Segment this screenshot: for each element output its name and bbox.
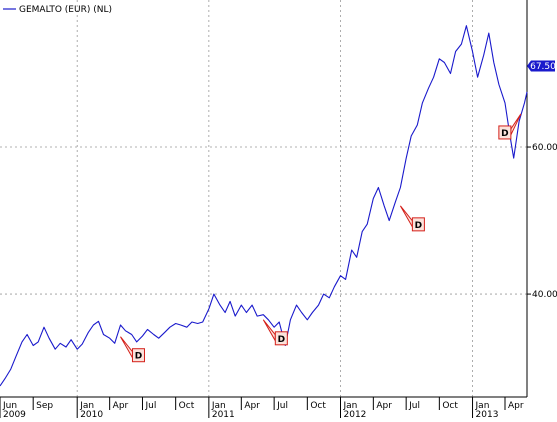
x-tick-label: Jan — [343, 401, 358, 411]
last-price-arrow — [527, 60, 555, 72]
x-tick-label: Jan — [79, 401, 94, 411]
x-tick-label: Jan — [475, 401, 490, 411]
dividend-annotations: D D D D — [120, 113, 522, 363]
dividend-box — [274, 331, 288, 346]
x-tick-label: Jan — [211, 401, 226, 411]
x-tick-year-label: 2011 — [212, 410, 235, 418]
x-tick-label: Jul — [144, 401, 156, 411]
grid-lines — [0, 0, 527, 397]
axes — [0, 0, 528, 398]
dividend-marker: D — [262, 319, 288, 346]
x-tick-label: Oct — [310, 401, 326, 411]
x-tick-label: Jul — [276, 401, 288, 411]
dividend-label: D — [135, 352, 142, 362]
series-layer — [0, 25, 528, 387]
x-tick-year-label: 2013 — [476, 410, 499, 418]
x-tick-year-label: 2010 — [80, 410, 103, 418]
dividend-label: D — [415, 221, 422, 231]
x-tick-label: Jul — [408, 401, 420, 411]
last-price-value: 67.50 — [530, 62, 556, 72]
y-tick-label: 60.00 — [532, 143, 557, 153]
dividend-pointer — [262, 319, 276, 343]
x-tick-year-label: 2012 — [344, 410, 367, 418]
dividend-pointer — [510, 113, 522, 136]
x-tick-label: Apr — [376, 401, 392, 411]
dividend-marker: D — [120, 336, 145, 363]
dividend-label: D — [501, 129, 508, 139]
y-tick-labels: 40.00 60.00 — [527, 143, 557, 300]
y-tick-label: 40.00 — [532, 290, 557, 300]
dividend-marker: D — [498, 113, 522, 140]
last-price-marker: 67.50 — [527, 60, 556, 72]
dividend-box — [131, 348, 145, 363]
x-tick-label: Apr — [508, 401, 524, 411]
x-tick-label: Oct — [442, 401, 458, 411]
x-tick-label: Sep — [36, 401, 53, 411]
legend-label: GEMALTO (EUR) (NL) — [19, 5, 112, 15]
legend: GEMALTO (EUR) (NL) — [3, 5, 112, 15]
x-tick-label: Apr — [113, 401, 129, 411]
dividend-pointer — [120, 336, 133, 360]
dividend-box — [411, 217, 425, 232]
x-tick-label: Jun — [2, 401, 17, 411]
price-series-line — [0, 25, 528, 387]
dividend-marker: D — [399, 205, 425, 232]
dividend-pointer — [399, 205, 413, 229]
x-tick-year-label: 2009 — [3, 410, 26, 418]
dividend-label: D — [278, 335, 285, 345]
x-tick-label: Oct — [179, 401, 195, 411]
dividend-box — [498, 125, 512, 140]
x-tick-label: Apr — [244, 401, 260, 411]
